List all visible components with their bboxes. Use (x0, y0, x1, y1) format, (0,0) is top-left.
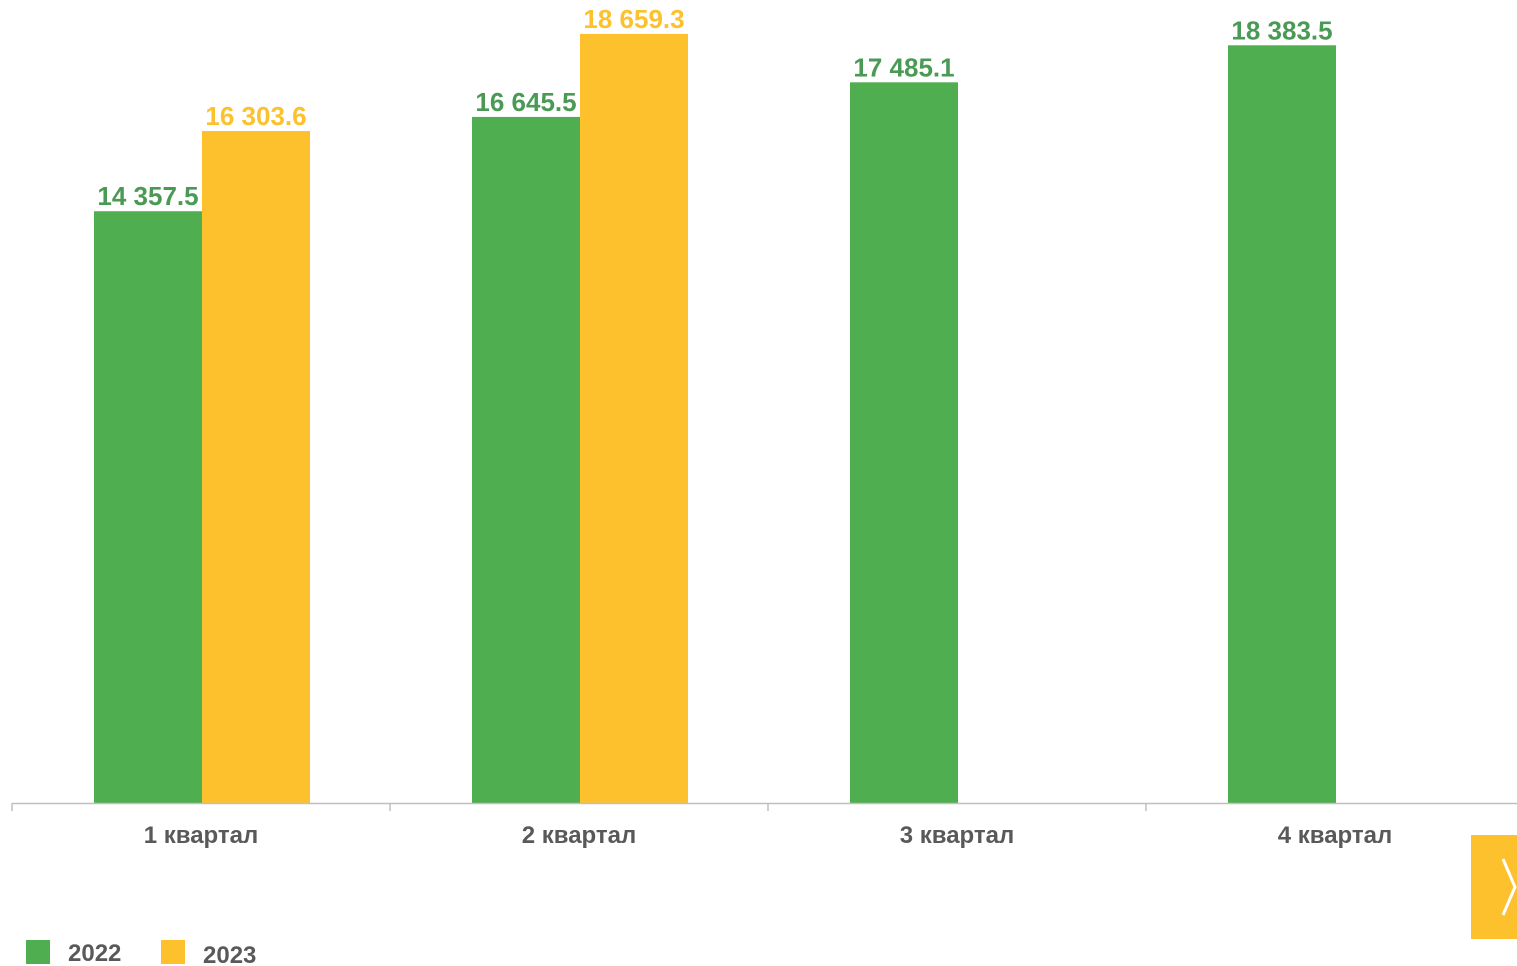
bar-2023-1 (202, 131, 310, 804)
chevron-right-icon (1501, 858, 1517, 916)
legend-swatch-2022 (26, 940, 50, 964)
bar-2022-4 (1228, 45, 1336, 803)
legend-swatch-2023 (161, 940, 185, 964)
x-tick-label-1: 1 квартал (144, 822, 259, 849)
data-label-2022-4: 18 383.5 (1231, 15, 1332, 45)
legend-label-2022: 2022 (68, 940, 121, 966)
legend-label-2023: 2023 (203, 942, 256, 966)
data-label-2022-3: 17 485.1 (853, 52, 954, 82)
bar-2022-3 (850, 82, 958, 804)
x-tick-label-2: 2 квартал (522, 822, 637, 849)
data-label-2023-1: 16 303.6 (205, 101, 306, 131)
bar-2022-1 (94, 211, 202, 803)
bar-2022-2 (472, 116, 580, 803)
data-label-2022-1: 14 357.5 (97, 181, 198, 211)
data-label-2023-2: 18 659.3 (583, 4, 684, 34)
x-tick-label-3: 3 квартал (900, 822, 1015, 849)
bar-2023-2 (580, 33, 688, 804)
next-button[interactable] (1471, 835, 1517, 939)
x-tick-label-4: 4 квартал (1278, 822, 1393, 849)
data-label-2022-2: 16 645.5 (475, 87, 576, 117)
